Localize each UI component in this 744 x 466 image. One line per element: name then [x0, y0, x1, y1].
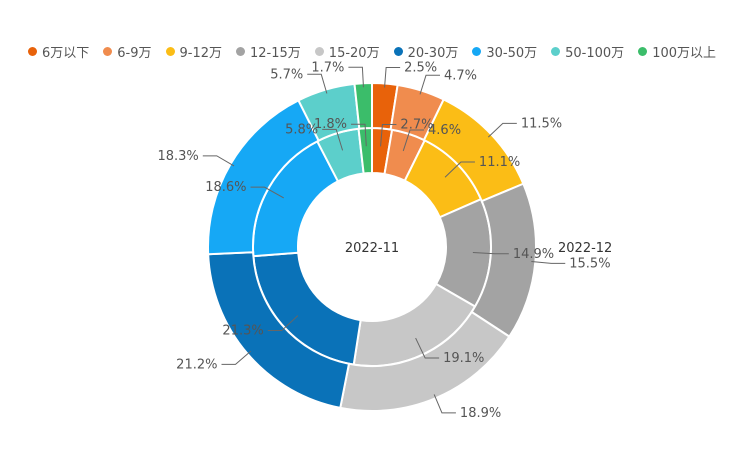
data-label: 15.5%: [569, 256, 610, 271]
legend-label: 6-9万: [117, 45, 152, 61]
leader-line: [384, 67, 401, 88]
leader-line: [415, 337, 440, 359]
label-layer: 2.7%4.6% 11.1% 14.9% 19.1% 21.3% 18.6% 5.8%1.8…: [157, 60, 610, 421]
data-label: 1.8%: [314, 117, 347, 132]
legend-swatch: [393, 46, 403, 56]
legend-label: 12-15万: [250, 45, 301, 61]
data-label: 2.7%: [400, 117, 433, 132]
leader-line: [487, 122, 517, 138]
legend-swatch: [314, 46, 324, 56]
data-label: 5.7%: [270, 67, 303, 82]
legend-label: 30-50万: [486, 45, 538, 61]
data-label: 14.9%: [513, 247, 554, 262]
leader-line: [402, 129, 425, 152]
legend-label: 15-20万: [328, 45, 380, 61]
legend-label: 6万以下: [41, 45, 90, 61]
data-label: 4.6%: [428, 123, 461, 138]
chart-legend: 6万以下 6-9万 9-12万 12-15万 15-20万 20-30万 30-50万 50-…: [0, 40, 744, 62]
legend-swatch: [236, 46, 246, 56]
outer-ring-slice[interactable]: [353, 81, 373, 130]
legend-label: 50-100万: [565, 45, 625, 61]
data-label: 21.2%: [176, 357, 217, 372]
data-label: 18.6%: [205, 180, 246, 195]
leader-line: [250, 186, 284, 199]
leader-line: [202, 155, 235, 167]
data-label: 2.5%: [404, 61, 437, 76]
legend-item[interactable]: 20-30万: [393, 42, 459, 61]
legend-label: 20-30万: [407, 45, 459, 61]
data-label: 11.1%: [479, 155, 520, 170]
leader-line: [531, 261, 566, 264]
legend-label: 9-12万: [179, 45, 223, 61]
legend-item[interactable]: 12-15万: [236, 42, 301, 61]
leader-line: [348, 66, 364, 88]
data-label: 11.5%: [521, 116, 562, 131]
outer-series-name: 2022-12: [558, 241, 612, 256]
legend-item[interactable]: 6-9万: [103, 42, 152, 61]
leader-line: [380, 123, 397, 147]
data-label: 21.3%: [222, 324, 263, 339]
data-label: 19.1%: [443, 351, 484, 366]
legend-swatch: [472, 46, 482, 56]
legend-item[interactable]: 9-12万: [165, 42, 223, 61]
legend-item[interactable]: 15-20万: [314, 42, 380, 61]
leader-line: [322, 128, 344, 151]
legend-swatch: [638, 46, 648, 56]
data-label: 5.8%: [285, 122, 318, 137]
legend-swatch: [27, 46, 37, 56]
legend-label: 100万以上: [652, 45, 717, 61]
leader-line: [433, 394, 456, 414]
leader-line: [221, 350, 251, 365]
legend-swatch: [165, 46, 175, 56]
legend-item[interactable]: 100万以上: [638, 42, 716, 61]
data-label: 18.3%: [157, 149, 198, 164]
legend-swatch: [551, 46, 561, 56]
legend-swatch: [103, 46, 113, 56]
legend-item[interactable]: 50-100万: [551, 42, 624, 61]
leader-line: [444, 161, 475, 178]
leader-line: [351, 123, 367, 147]
data-label: 1.7%: [311, 60, 344, 75]
legend-item[interactable]: 30-50万: [472, 42, 537, 61]
legend-item[interactable]: 6万以下: [27, 42, 90, 61]
leader-line: [419, 74, 441, 95]
data-label: 4.7%: [444, 68, 477, 83]
leader-line: [267, 315, 299, 332]
leader-line: [472, 252, 509, 255]
leader-line: [307, 73, 328, 94]
data-label: 18.9%: [460, 406, 501, 421]
inner-series-name: 2022-11: [345, 241, 399, 256]
